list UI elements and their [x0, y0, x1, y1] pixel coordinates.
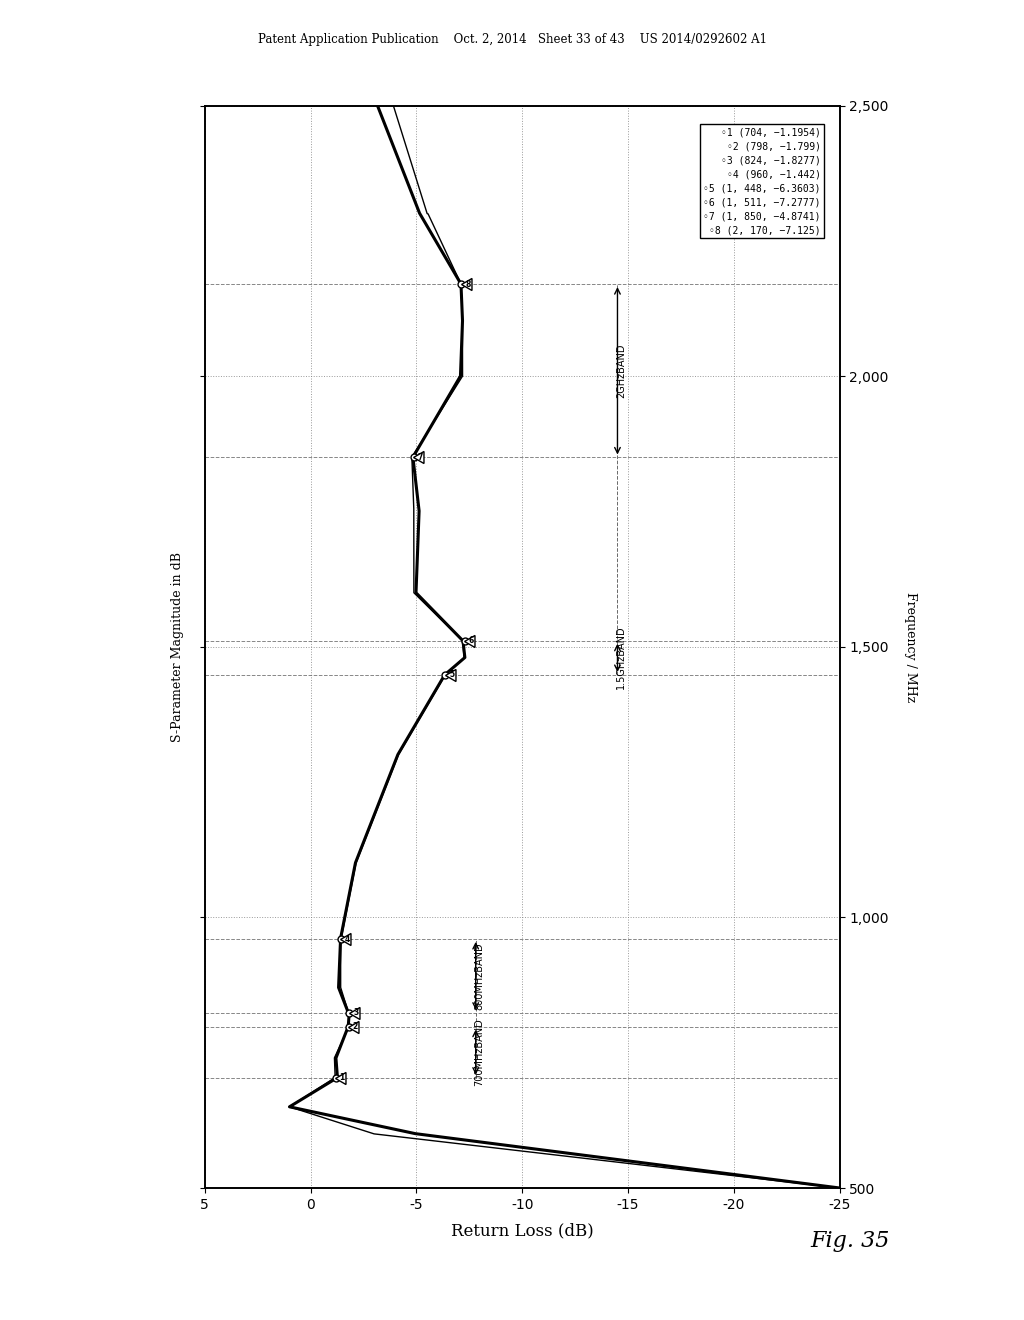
- Text: 700MHzBAND: 700MHzBAND: [474, 1018, 484, 1086]
- Text: 5: 5: [449, 671, 454, 680]
- Text: 7: 7: [418, 453, 423, 462]
- Text: Fig. 35: Fig. 35: [810, 1230, 890, 1253]
- Y-axis label: S-Parameter Magnitude in dB: S-Parameter Magnitude in dB: [171, 552, 184, 742]
- Text: ◦1 (704, −1.1954)
◦2 (798, −1.799)
◦3 (824, −1.8277)
◦4 (960, −1.442)
◦5 (1, 448: ◦1 (704, −1.1954) ◦2 (798, −1.799) ◦3 (8…: [703, 127, 820, 235]
- X-axis label: Return Loss (dB): Return Loss (dB): [451, 1222, 594, 1239]
- Text: 3: 3: [353, 1008, 358, 1018]
- Text: 6: 6: [468, 636, 474, 645]
- Text: 1.5GHzBAND: 1.5GHzBAND: [616, 626, 626, 689]
- Text: 800MHzBAND: 800MHzBAND: [474, 942, 484, 1010]
- Text: 2: 2: [352, 1022, 357, 1031]
- Y-axis label: Frequency / MHz: Frequency / MHz: [904, 591, 916, 702]
- Text: 8: 8: [465, 280, 470, 289]
- Text: 4: 4: [345, 935, 350, 944]
- Text: 2GHzBAND: 2GHzBAND: [616, 343, 626, 399]
- Text: 1: 1: [340, 1073, 345, 1082]
- Text: Patent Application Publication    Oct. 2, 2014   Sheet 33 of 43    US 2014/02926: Patent Application Publication Oct. 2, 2…: [257, 33, 767, 46]
